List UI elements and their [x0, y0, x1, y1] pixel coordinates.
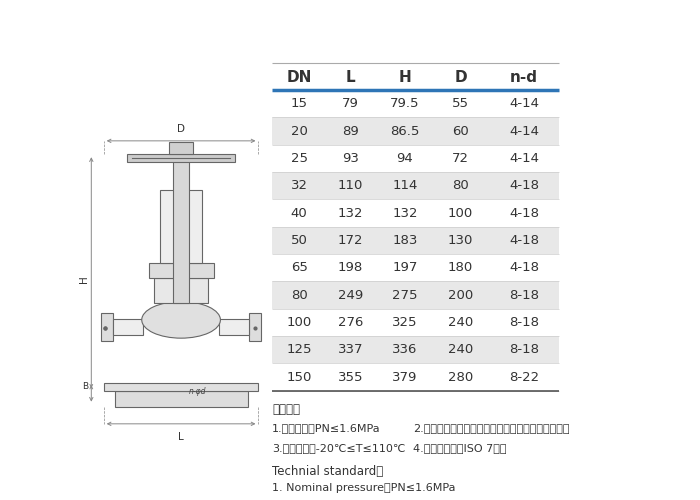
- Bar: [174, 156, 189, 302]
- Text: 125: 125: [286, 343, 312, 356]
- Bar: [272, 118, 559, 144]
- Text: 337: 337: [338, 343, 363, 356]
- Text: 60: 60: [452, 124, 469, 138]
- Text: 79: 79: [342, 97, 359, 110]
- Text: 4-18: 4-18: [509, 234, 539, 247]
- Text: 100: 100: [448, 206, 473, 220]
- Bar: [272, 336, 559, 363]
- Text: 94: 94: [396, 152, 413, 165]
- Text: L: L: [346, 70, 356, 85]
- Bar: [127, 154, 235, 162]
- Text: 197: 197: [392, 261, 417, 274]
- Text: 183: 183: [392, 234, 417, 247]
- Text: 130: 130: [448, 234, 473, 247]
- Text: 2.工作介质：水、油、非腐蚀性液体、非可燃性气体: 2.工作介质：水、油、非腐蚀性液体、非可燃性气体: [413, 423, 570, 433]
- Text: 200: 200: [448, 288, 473, 302]
- Text: D: D: [177, 124, 185, 134]
- Text: 240: 240: [448, 316, 473, 329]
- Text: 150: 150: [286, 370, 312, 384]
- Text: n-φd: n-φd: [189, 388, 206, 396]
- Text: 4-14: 4-14: [509, 152, 539, 165]
- Text: 72: 72: [452, 152, 469, 165]
- Text: DN: DN: [286, 70, 312, 85]
- Text: Technial standard：: Technial standard：: [272, 465, 383, 478]
- Text: 8-18: 8-18: [509, 288, 539, 302]
- Text: 25: 25: [290, 152, 307, 165]
- Ellipse shape: [141, 302, 220, 338]
- Text: 379: 379: [392, 370, 417, 384]
- Text: 172: 172: [338, 234, 363, 247]
- Text: H: H: [78, 276, 89, 283]
- Text: 280: 280: [448, 370, 473, 384]
- Text: 4-18: 4-18: [509, 179, 539, 192]
- Text: 4-18: 4-18: [509, 261, 539, 274]
- Bar: [113, 319, 143, 336]
- Text: D: D: [454, 70, 467, 85]
- Text: 276: 276: [338, 316, 363, 329]
- Text: 3.工作温度：-20℃≤T≤110℃: 3.工作温度：-20℃≤T≤110℃: [272, 443, 405, 453]
- Text: 198: 198: [338, 261, 363, 274]
- Text: 技术范围: 技术范围: [272, 403, 300, 416]
- Text: 86.5: 86.5: [390, 124, 419, 138]
- Text: 80: 80: [290, 288, 307, 302]
- Text: 4-14: 4-14: [509, 97, 539, 110]
- Text: 40: 40: [290, 206, 307, 220]
- Text: 325: 325: [392, 316, 418, 329]
- Bar: [249, 314, 261, 341]
- Text: 132: 132: [392, 206, 418, 220]
- Text: 8-18: 8-18: [509, 316, 539, 329]
- Text: 110: 110: [338, 179, 363, 192]
- Bar: [169, 142, 193, 154]
- Text: 114: 114: [392, 179, 417, 192]
- Text: 4.螺纹标准符合ISO 7标准: 4.螺纹标准符合ISO 7标准: [413, 443, 507, 453]
- Text: 240: 240: [448, 343, 473, 356]
- Bar: [101, 314, 113, 341]
- Text: 275: 275: [392, 288, 418, 302]
- Text: B: B: [83, 382, 89, 392]
- Text: 79.5: 79.5: [390, 97, 419, 110]
- Text: 93: 93: [342, 152, 359, 165]
- Text: 8-22: 8-22: [509, 370, 539, 384]
- Text: 80: 80: [452, 179, 469, 192]
- Text: 100: 100: [286, 316, 312, 329]
- Bar: [219, 319, 249, 336]
- Text: 20: 20: [290, 124, 307, 138]
- Bar: [160, 190, 202, 263]
- Text: 180: 180: [448, 261, 473, 274]
- Bar: [272, 172, 559, 200]
- Text: 4-14: 4-14: [509, 124, 539, 138]
- Text: 249: 249: [338, 288, 363, 302]
- Text: 15: 15: [290, 97, 307, 110]
- Text: 8-18: 8-18: [509, 343, 539, 356]
- Text: 1.公称压力：PN≤1.6MPa: 1.公称压力：PN≤1.6MPa: [272, 423, 381, 433]
- Text: 4-18: 4-18: [509, 206, 539, 220]
- Text: n-d: n-d: [510, 70, 538, 85]
- Bar: [148, 263, 214, 278]
- Text: 89: 89: [342, 124, 359, 138]
- Text: 355: 355: [338, 370, 363, 384]
- Bar: [272, 226, 559, 254]
- Text: L: L: [178, 432, 184, 442]
- Bar: [115, 391, 248, 406]
- Text: 336: 336: [392, 343, 417, 356]
- Bar: [272, 282, 559, 308]
- Text: 32: 32: [290, 179, 307, 192]
- Bar: [154, 278, 208, 302]
- Text: 50: 50: [290, 234, 307, 247]
- Text: 55: 55: [452, 97, 469, 110]
- Bar: [104, 382, 258, 391]
- Text: 132: 132: [338, 206, 363, 220]
- Text: H: H: [398, 70, 411, 85]
- Text: 1. Nominal pressure：PN≤1.6MPa: 1. Nominal pressure：PN≤1.6MPa: [272, 483, 456, 493]
- Text: 65: 65: [290, 261, 307, 274]
